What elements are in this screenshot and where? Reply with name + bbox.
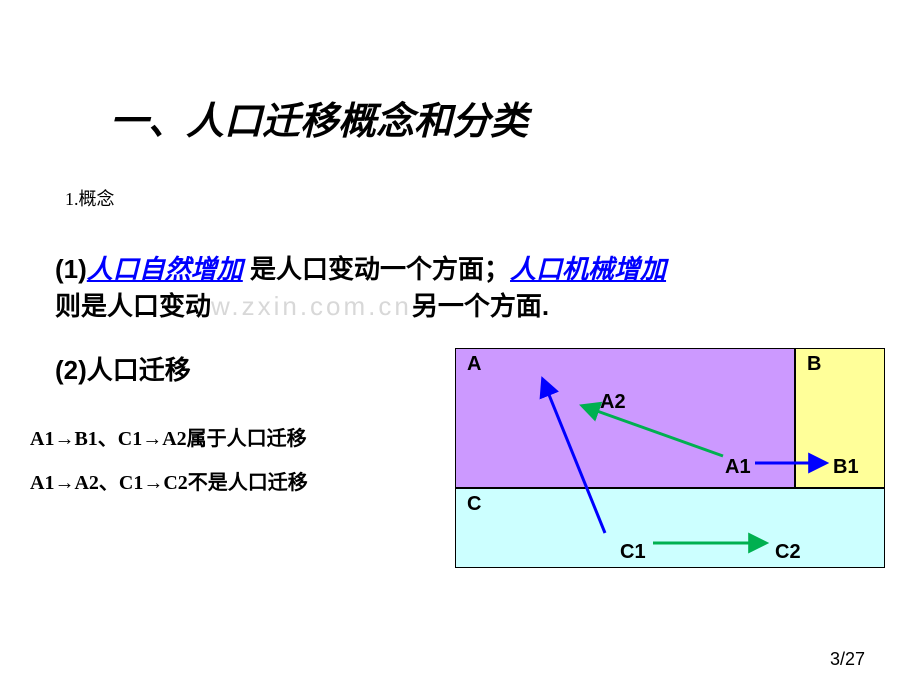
label-region-a: A [467,353,481,375]
slide-title: 一、人口迁移概念和分类 [0,90,920,145]
para1-line2-pre: 则是人口变动 [55,291,211,321]
paragraph-1: (1)人口自然增加 是人口变动一个方面；人口机械增加 则是人口变动w.zxin.… [0,251,920,325]
concept-subtitle: 1.概念 [0,185,920,211]
para1-blue-1: 人口自然增加 [87,255,243,284]
migration-diagram: A B C A2 A1 B1 C1 C2 [455,348,885,568]
label-region-c: C [467,493,481,515]
para1-mid: 是人口变动一个方面； [243,254,510,284]
label-b1: B1 [833,456,859,478]
para1-prefix: (1) [55,254,87,284]
label-region-b: B [807,353,821,375]
para1-blue-2: 人口机械增加 [510,255,666,284]
page-number: 3/27 [830,649,865,670]
label-c2: C2 [775,541,801,563]
watermark-text: w.zxin.com.cn [211,291,412,321]
label-a1: A1 [725,456,751,478]
slide-container: 一、人口迁移概念和分类 1.概念 (1)人口自然增加 是人口变动一个方面；人口机… [0,0,920,690]
para1-line2-post: 另一个方面. [412,291,549,321]
label-c1: C1 [620,541,646,563]
label-a2: A2 [600,391,626,413]
region-c [455,488,885,568]
